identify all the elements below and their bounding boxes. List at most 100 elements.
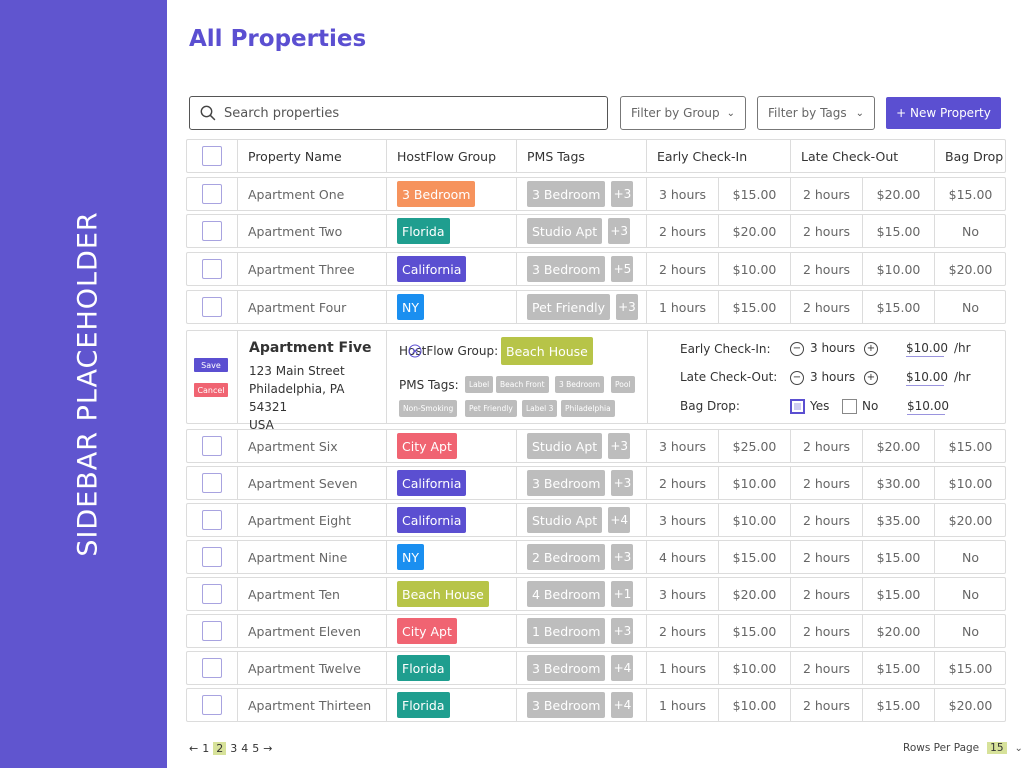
pms-tag[interactable]: 3 Bedroom: [527, 655, 606, 681]
hostflow-group-chip[interactable]: Florida: [397, 655, 450, 681]
new-property-button[interactable]: + New Property: [886, 97, 1001, 129]
filter-by-tags-select[interactable]: Filter by Tags ⌄: [757, 96, 875, 130]
pms-tag[interactable]: 3 Bedroom: [527, 256, 606, 282]
more-tags-badge[interactable]: +1: [611, 581, 634, 607]
pms-tag[interactable]: 1 Bedroom: [527, 618, 606, 644]
property-name-cell[interactable]: Apartment Three: [237, 253, 386, 285]
page-link[interactable]: 4: [241, 742, 249, 755]
row-checkbox[interactable]: [202, 658, 222, 678]
hostflow-group-chip[interactable]: City Apt: [397, 433, 457, 459]
row-checkbox[interactable]: [202, 510, 222, 530]
decrement-icon[interactable]: −: [790, 342, 804, 356]
decrement-icon[interactable]: −: [790, 371, 804, 385]
table-row[interactable]: Apartment Eleven City Apt 1 Bedroom +3 2 hou…: [186, 614, 1006, 648]
pms-tag[interactable]: 4 Bedroom: [527, 581, 606, 607]
table-row[interactable]: Apartment Three California 3 Bedroom +5 2 ho…: [186, 252, 1006, 286]
more-tags-badge[interactable]: +3: [608, 218, 631, 244]
early-check-in-price-input[interactable]: $10.00: [906, 341, 948, 357]
row-checkbox[interactable]: [202, 297, 222, 317]
pms-tag[interactable]: Studio Apt: [527, 433, 603, 459]
table-row[interactable]: Apartment Twelve Florida 3 Bedroom +4 1 hour…: [186, 651, 1006, 685]
increment-icon[interactable]: +: [864, 371, 878, 385]
more-tags-badge[interactable]: +3: [611, 618, 634, 644]
row-checkbox[interactable]: [202, 473, 222, 493]
header-bag-drop[interactable]: Bag Drop: [934, 140, 1006, 172]
table-row[interactable]: Apartment Four NY Pet Friendly +3 1 hours $15…: [186, 290, 1006, 324]
pms-tag[interactable]: Label: [465, 376, 494, 393]
row-checkbox[interactable]: [202, 436, 222, 456]
table-row[interactable]: Apartment Ten Beach House 4 Bedroom +1 3 hou…: [186, 577, 1006, 611]
row-checkbox[interactable]: [202, 695, 222, 715]
rows-per-page-select[interactable]: 15: [987, 742, 1007, 754]
more-tags-badge[interactable]: +3: [611, 544, 634, 570]
page-link-current[interactable]: 2: [213, 742, 227, 755]
header-early-check-in[interactable]: Early Check-In: [646, 140, 790, 172]
property-name-cell[interactable]: Apartment Six: [237, 430, 386, 462]
row-checkbox[interactable]: [202, 184, 222, 204]
pms-tag[interactable]: Beach Front: [496, 376, 549, 393]
header-hostflow-group[interactable]: HostFlow Group: [386, 140, 516, 172]
hostflow-group-chip[interactable]: Florida: [397, 692, 450, 718]
table-row[interactable]: Apartment Seven California 3 Bedroom +3 2 ho…: [186, 466, 1006, 500]
search-input[interactable]: [224, 105, 584, 121]
select-all-checkbox[interactable]: [202, 146, 222, 166]
pms-tag[interactable]: Studio Apt: [527, 218, 603, 244]
hostflow-group-chip[interactable]: Beach House: [397, 581, 489, 607]
next-page-icon[interactable]: →: [263, 742, 273, 755]
pms-tag[interactable]: Pet Friendly: [527, 294, 610, 320]
more-tags-badge[interactable]: +3: [611, 181, 634, 207]
more-tags-badge[interactable]: +3: [611, 470, 634, 496]
pms-tag[interactable]: 3 Bedroom: [527, 692, 606, 718]
table-row[interactable]: Apartment Eight California Studio Apt +4 3 h…: [186, 503, 1006, 537]
pms-tag[interactable]: Non-Smoking: [399, 400, 458, 417]
hostflow-group-chip[interactable]: 3 Bedroom: [397, 181, 476, 207]
hostflow-group-chip[interactable]: NY: [397, 294, 424, 320]
property-name-cell[interactable]: Apartment Eleven: [237, 615, 386, 647]
more-tags-badge[interactable]: +3: [615, 294, 638, 320]
hostflow-group-chip[interactable]: Florida: [397, 218, 450, 244]
chevron-down-icon[interactable]: ⌄: [1014, 742, 1023, 754]
table-row[interactable]: Apartment One 3 Bedroom 3 Bedroom +3 3 hours…: [186, 177, 1006, 211]
late-check-out-price-input[interactable]: $10.00: [906, 370, 948, 386]
search-box[interactable]: [189, 96, 608, 130]
page-link[interactable]: 3: [230, 742, 238, 755]
property-name-cell[interactable]: Apartment Four: [237, 291, 386, 323]
page-link[interactable]: 5: [252, 742, 260, 755]
hostflow-group-chip[interactable]: NY: [397, 544, 424, 570]
cancel-button[interactable]: Cancel: [194, 383, 228, 397]
more-tags-badge[interactable]: +3: [608, 433, 631, 459]
row-checkbox[interactable]: [202, 221, 222, 241]
pms-tag[interactable]: 3 Bedroom: [555, 376, 605, 393]
increment-icon[interactable]: +: [864, 342, 878, 356]
property-name-cell[interactable]: Apartment Seven: [237, 467, 386, 499]
header-pms-tags[interactable]: PMS Tags: [516, 140, 646, 172]
prev-page-icon[interactable]: ←: [189, 742, 199, 755]
filter-by-group-select[interactable]: Filter by Group ⌄: [620, 96, 746, 130]
row-checkbox[interactable]: [202, 621, 222, 641]
more-tags-badge[interactable]: +4: [608, 507, 631, 533]
save-button[interactable]: Save: [194, 358, 228, 372]
property-name-cell[interactable]: Apartment Eight: [237, 504, 386, 536]
pms-tag[interactable]: 3 Bedroom: [527, 470, 606, 496]
pms-tag[interactable]: Pool: [611, 376, 635, 393]
property-name-cell[interactable]: Apartment Twelve: [237, 652, 386, 684]
row-checkbox[interactable]: [202, 584, 222, 604]
header-property-name[interactable]: Property Name: [237, 140, 386, 172]
pms-tag[interactable]: Philadelphia: [561, 400, 615, 417]
pms-tag[interactable]: Studio Apt: [527, 507, 603, 533]
pms-tag[interactable]: Pet Friendly: [465, 400, 517, 417]
property-name-cell[interactable]: Apartment Thirteen: [237, 689, 386, 721]
property-name-cell[interactable]: Apartment Nine: [237, 541, 386, 573]
hostflow-group-chip[interactable]: City Apt: [397, 618, 457, 644]
more-tags-badge[interactable]: +4: [611, 655, 634, 681]
row-checkbox[interactable]: [202, 259, 222, 279]
hostflow-group-chip[interactable]: Beach House: [501, 337, 593, 365]
hostflow-group-chip[interactable]: California: [397, 470, 467, 496]
table-row[interactable]: Apartment Nine NY 2 Bedroom +3 4 hours $15.00…: [186, 540, 1006, 574]
header-late-check-out[interactable]: Late Check-Out: [790, 140, 934, 172]
pms-tag[interactable]: Label 3: [522, 400, 558, 417]
more-tags-badge[interactable]: +4: [611, 692, 634, 718]
hostflow-group-chip[interactable]: California: [397, 507, 467, 533]
bag-drop-yes-checkbox[interactable]: [790, 399, 805, 414]
row-checkbox[interactable]: [202, 547, 222, 567]
